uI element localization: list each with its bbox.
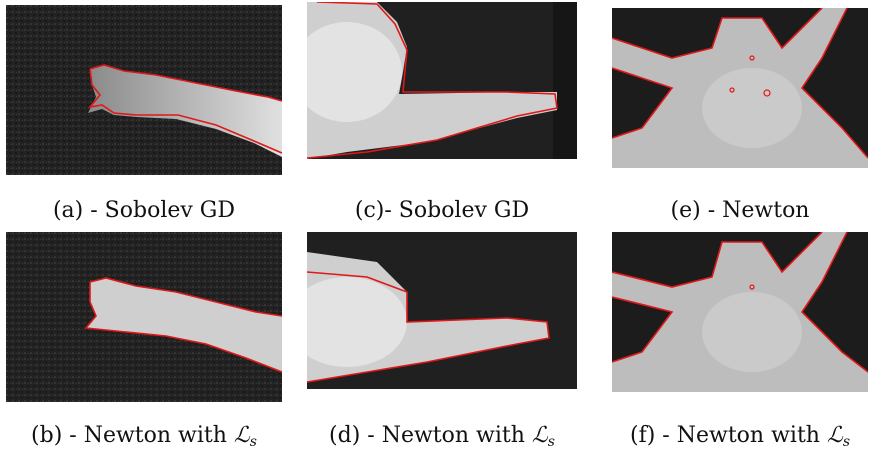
- caption-a: (a) - Sobolev GD: [52, 198, 236, 223]
- math-symbol-l: ℒ: [531, 423, 548, 448]
- caption-d: (d) - Newton with ℒs: [329, 423, 555, 450]
- caption-f: (f) - Newton with ℒs: [630, 423, 850, 450]
- caption-c: (c)- Sobolev GD: [354, 198, 530, 223]
- contour-line: [84, 277, 282, 373]
- panel-c-arm-sobolev-image: [307, 2, 577, 159]
- math-subscript: s: [547, 434, 555, 450]
- contour-line: [88, 64, 282, 154]
- math-subscript: s: [842, 434, 850, 450]
- contour-line: [612, 232, 868, 373]
- math-symbol-l: ℒ: [826, 423, 843, 448]
- contour-line: [612, 8, 868, 159]
- math-symbol-l: ℒ: [233, 423, 250, 448]
- contour-line: [307, 2, 558, 159]
- panel-e-dancer-newton-image: [612, 8, 868, 168]
- contour-line: [307, 271, 550, 383]
- caption-e: (e) - Newton: [670, 198, 810, 223]
- panel-b-hand-newton-ls-image: [6, 232, 282, 402]
- panel-a-hand-sobolev-image: [6, 5, 282, 175]
- caption-b: (b) - Newton with ℒs: [31, 423, 257, 450]
- math-subscript: s: [249, 434, 257, 450]
- panel-f-dancer-newton-ls-image: [612, 232, 868, 392]
- panel-d-arm-newton-ls-image: [307, 232, 577, 389]
